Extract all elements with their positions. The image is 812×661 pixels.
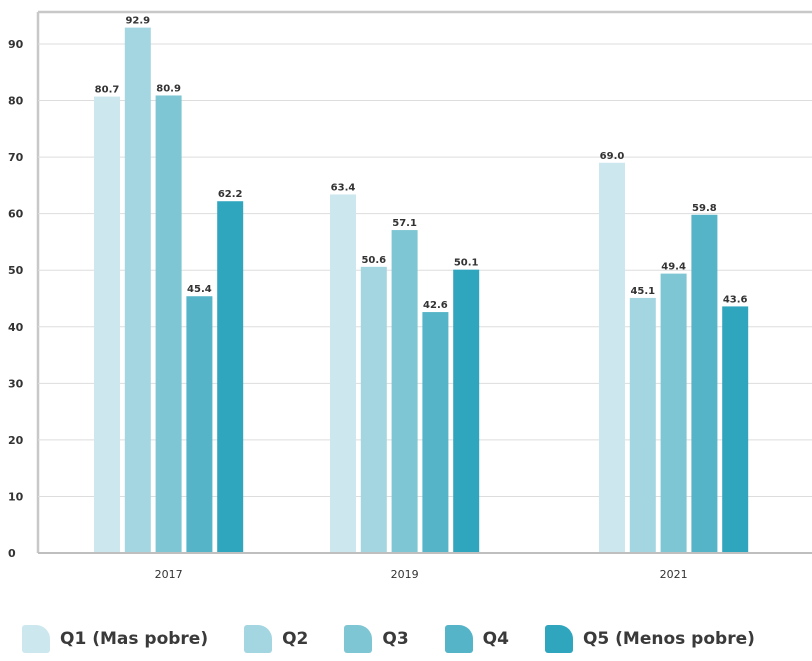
data-label: 62.2 [218, 189, 243, 200]
bar-2017-4 [186, 296, 213, 553]
legend-swatch [444, 625, 473, 653]
bar-2019-3 [391, 230, 418, 553]
legend-swatch [344, 625, 373, 653]
y-tick-label: 40 [8, 321, 24, 334]
bar-2017-5 [217, 201, 244, 554]
y-tick-label: 60 [8, 208, 24, 221]
data-label: 69.0 [600, 151, 625, 162]
data-label: 63.4 [331, 182, 356, 193]
legend: Q1 (Mas pobre) Q2 Q3 Q4 Q5 (Menos pobre) [22, 617, 791, 661]
bars [94, 27, 749, 554]
x-tick-label: 2017 [155, 568, 183, 581]
y-tick-label: 80 [8, 95, 24, 108]
legend-item: Q2 [244, 625, 308, 653]
legend-item: Q3 [344, 625, 409, 653]
legend-swatch [244, 625, 273, 653]
y-axis: 0 10 20 30 40 50 60 70 80 90 [8, 38, 24, 560]
bar-2019-5 [453, 269, 480, 553]
bar-2017-1 [94, 96, 120, 553]
bar-2017-3 [155, 95, 182, 554]
bar-2019-4 [422, 312, 449, 553]
y-tick-label: 70 [8, 151, 24, 164]
data-labels: 80.7 92.9 80.9 45.4 62.2 63.4 50.6 57.1 42.6 50.1… [95, 16, 748, 311]
y-tick-label: 90 [8, 38, 24, 51]
y-tick-label: 0 [8, 547, 16, 560]
data-label: 50.6 [361, 255, 386, 266]
bar-2021-1 [599, 162, 625, 553]
legend-item: Q1 (Mas pobre) [22, 625, 208, 653]
x-tick-label: 2019 [391, 568, 419, 581]
bar-2021-3 [660, 273, 687, 553]
bar-2021-4 [691, 214, 718, 553]
bar-2021-2 [629, 297, 656, 553]
data-label: 80.7 [95, 85, 120, 96]
data-label: 43.6 [723, 294, 748, 305]
bar-chart: 0 10 20 30 40 50 60 70 80 90 80.7 92.9 80.9 45.4 62.2… [8, 10, 812, 581]
data-label: 80.9 [156, 83, 181, 94]
data-label: 45.4 [187, 284, 212, 295]
legend-swatch [544, 625, 573, 653]
y-tick-label: 20 [8, 434, 24, 447]
data-label: 49.4 [661, 262, 686, 273]
y-tick-label: 30 [8, 377, 24, 390]
legend-label: Q3 [382, 629, 409, 649]
legend-label: Q1 (Mas pobre) [60, 629, 209, 649]
bar-2019-1 [330, 194, 356, 553]
bar-2019-2 [360, 266, 387, 553]
bar-2021-5 [722, 306, 749, 553]
data-label: 42.6 [423, 300, 448, 311]
legend-label: Q2 [282, 629, 309, 649]
data-label: 45.1 [630, 286, 655, 297]
bar-2017-2 [124, 27, 151, 554]
data-label: 92.9 [125, 16, 150, 27]
x-tick-label: 2021 [660, 568, 688, 581]
data-label: 50.1 [454, 258, 479, 269]
data-label: 57.1 [392, 218, 417, 229]
legend-swatch [22, 625, 50, 653]
data-label: 59.8 [692, 203, 717, 214]
y-tick-label: 10 [8, 490, 24, 503]
legend-item: Q5 (Menos pobre) [544, 625, 755, 653]
y-tick-label: 50 [8, 264, 24, 277]
x-axis: 2017 2019 2021 [38, 552, 812, 581]
legend-item: Q4 [444, 625, 509, 653]
legend-label: Q5 (Menos pobre) [582, 629, 755, 649]
legend-label: Q4 [482, 629, 509, 649]
